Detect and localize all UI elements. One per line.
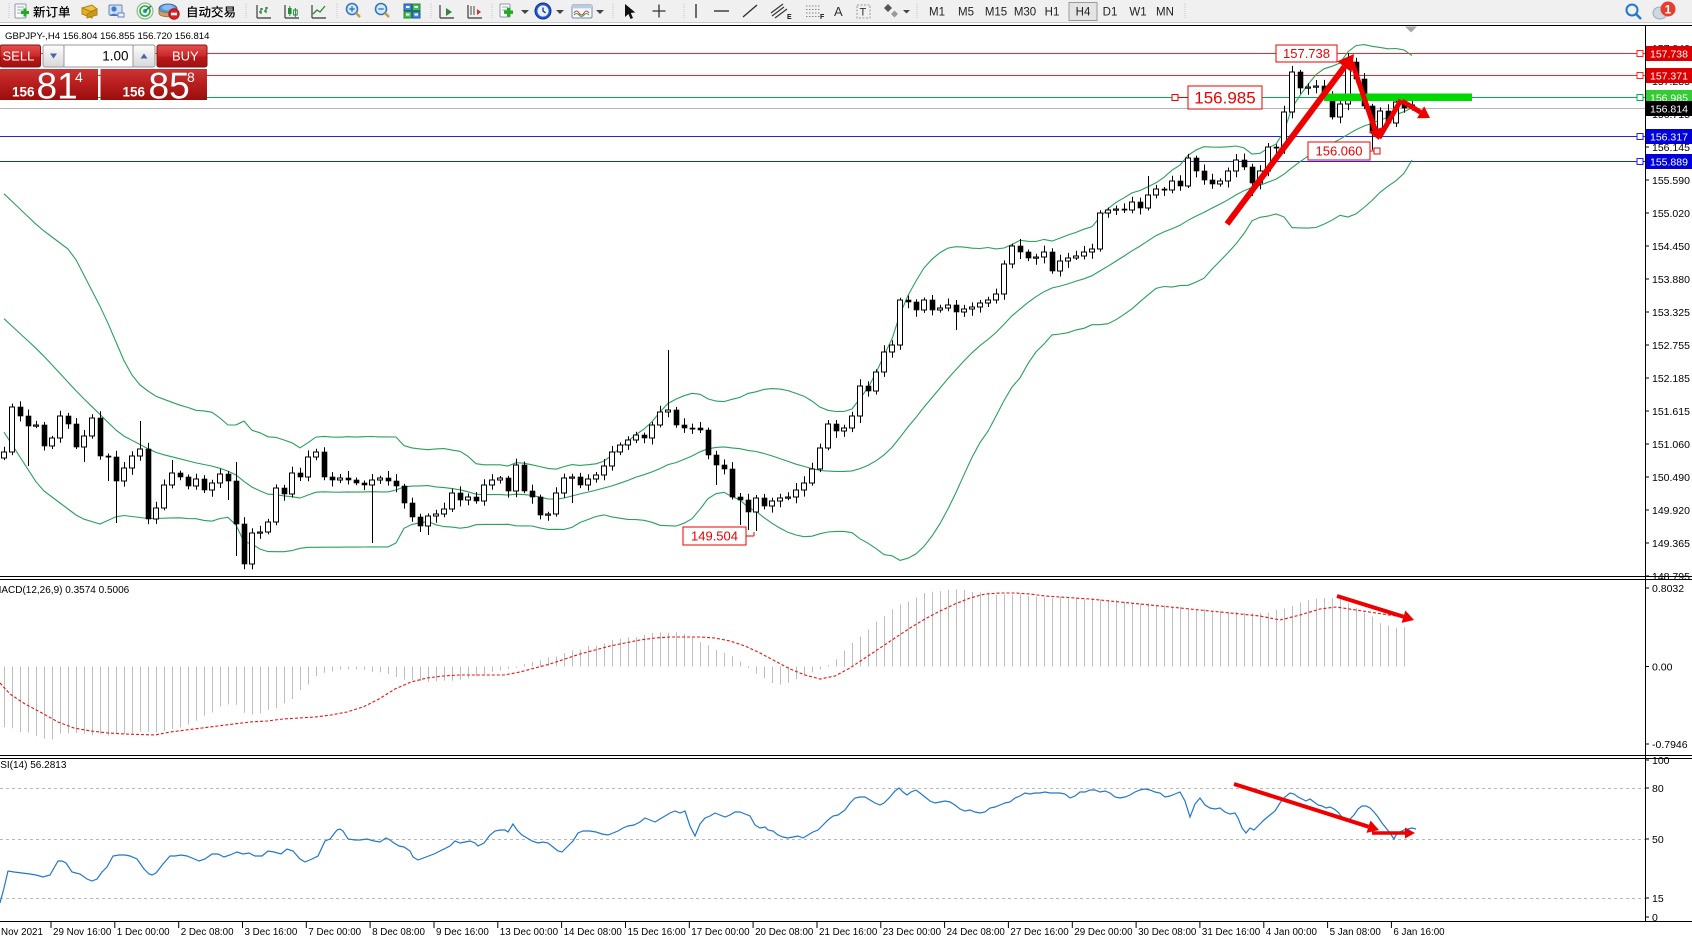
svg-text:23 Dec 00:00: 23 Dec 00:00 <box>883 927 942 938</box>
svg-text:29 Dec 00:00: 29 Dec 00:00 <box>1074 927 1133 938</box>
svg-text:157.371: 157.371 <box>1650 71 1688 83</box>
svg-text:154.450: 154.450 <box>1652 241 1690 253</box>
svg-text:20 Dec 08:00: 20 Dec 08:00 <box>755 927 814 938</box>
svg-text:157.738: 157.738 <box>1650 49 1688 61</box>
svg-text:149.920: 149.920 <box>1652 505 1690 517</box>
svg-text:50: 50 <box>1652 834 1664 846</box>
svg-text:A: A <box>834 4 843 19</box>
svg-text:M15: M15 <box>985 7 1007 19</box>
svg-text:30 Dec 08:00: 30 Dec 08:00 <box>1138 927 1197 938</box>
svg-text:156: 156 <box>123 85 146 100</box>
svg-text:0.00: 0.00 <box>1652 662 1673 674</box>
svg-text:24 Dec 08:00: 24 Dec 08:00 <box>947 927 1006 938</box>
svg-text:MACD(12,26,9) 0.3574 0.5006: MACD(12,26,9) 0.3574 0.5006 <box>0 585 130 596</box>
svg-text:153.880: 153.880 <box>1652 274 1690 286</box>
svg-text:6 Jan 16:00: 6 Jan 16:00 <box>1393 927 1445 938</box>
svg-text:155.020: 155.020 <box>1652 208 1690 220</box>
svg-text:8 Dec 08:00: 8 Dec 08:00 <box>372 927 425 938</box>
svg-text:Nov 2021: Nov 2021 <box>1 927 43 938</box>
svg-text:85: 85 <box>149 66 190 107</box>
svg-text:RSI(14) 56.2813: RSI(14) 56.2813 <box>0 760 67 771</box>
svg-text:H1: H1 <box>1045 7 1060 19</box>
svg-text:13 Dec 00:00: 13 Dec 00:00 <box>500 927 559 938</box>
svg-text:3 Dec 16:00: 3 Dec 16:00 <box>245 927 298 938</box>
svg-text:7 Dec 00:00: 7 Dec 00:00 <box>308 927 361 938</box>
svg-text:157.738: 157.738 <box>1283 46 1330 61</box>
svg-text:155.590: 155.590 <box>1652 175 1690 187</box>
svg-text:153.325: 153.325 <box>1652 307 1690 319</box>
svg-text:151.615: 151.615 <box>1652 406 1690 418</box>
svg-text:149.504: 149.504 <box>691 529 738 544</box>
svg-text:156.814: 156.814 <box>1650 104 1688 116</box>
svg-text:1: 1 <box>1665 3 1672 17</box>
svg-text:100: 100 <box>1652 755 1670 767</box>
svg-text:156.985: 156.985 <box>1194 89 1255 108</box>
svg-text:155.889: 155.889 <box>1650 157 1688 169</box>
svg-text:M1: M1 <box>929 7 945 19</box>
svg-text:9 Dec 16:00: 9 Dec 16:00 <box>436 927 489 938</box>
svg-text:27 Dec 16:00: 27 Dec 16:00 <box>1010 927 1069 938</box>
svg-text:0: 0 <box>1652 912 1658 924</box>
svg-text:151.060: 151.060 <box>1652 439 1690 451</box>
svg-text:31 Dec 16:00: 31 Dec 16:00 <box>1202 927 1261 938</box>
svg-text:BUY: BUY <box>172 49 199 64</box>
svg-text:29 Nov 16:00: 29 Nov 16:00 <box>53 927 112 938</box>
svg-text:MN: MN <box>1156 7 1174 19</box>
svg-text:15 Dec 16:00: 15 Dec 16:00 <box>628 927 687 938</box>
svg-text:152.185: 152.185 <box>1652 373 1690 385</box>
svg-text:M30: M30 <box>1014 7 1036 19</box>
svg-text:T: T <box>860 7 867 19</box>
svg-text:149.365: 149.365 <box>1652 538 1690 550</box>
svg-text:F: F <box>820 14 825 21</box>
svg-text:GBPJPY-,H4 156.804 156.855 15: GBPJPY-,H4 156.804 156.855 156.720 156.8… <box>5 31 210 42</box>
svg-text:21 Dec 16:00: 21 Dec 16:00 <box>819 927 878 938</box>
svg-text:81: 81 <box>37 66 78 107</box>
svg-text:156.060: 156.060 <box>1316 144 1363 159</box>
svg-text:14 Dec 08:00: 14 Dec 08:00 <box>564 927 623 938</box>
svg-text:5 Jan 08:00: 5 Jan 08:00 <box>1330 927 1382 938</box>
svg-text:156.145: 156.145 <box>1652 142 1690 154</box>
svg-text:152.755: 152.755 <box>1652 340 1690 352</box>
svg-text:SELL: SELL <box>3 49 35 64</box>
svg-text:148.795: 148.795 <box>1652 571 1690 583</box>
svg-text:17 Dec 00:00: 17 Dec 00:00 <box>691 927 750 938</box>
svg-text:80: 80 <box>1652 783 1664 795</box>
svg-text:1.00: 1.00 <box>102 49 128 64</box>
svg-text:15: 15 <box>1652 893 1664 905</box>
svg-text:H4: H4 <box>1076 7 1091 19</box>
svg-text:156: 156 <box>12 85 35 100</box>
svg-text:150.490: 150.490 <box>1652 472 1690 484</box>
svg-text:D1: D1 <box>1103 7 1118 19</box>
svg-text:156.317: 156.317 <box>1650 132 1688 144</box>
svg-text:2 Dec 08:00: 2 Dec 08:00 <box>181 927 234 938</box>
svg-text:4: 4 <box>75 69 83 85</box>
svg-text:8: 8 <box>187 69 195 85</box>
svg-text:0.8032: 0.8032 <box>1652 583 1684 595</box>
svg-text:W1: W1 <box>1129 7 1146 19</box>
svg-text:E: E <box>787 14 792 21</box>
svg-text:1 Dec 00:00: 1 Dec 00:00 <box>117 927 170 938</box>
svg-text:M5: M5 <box>958 7 974 19</box>
svg-text:-0.7946: -0.7946 <box>1652 739 1688 751</box>
svg-text:4 Jan 00:00: 4 Jan 00:00 <box>1266 927 1318 938</box>
